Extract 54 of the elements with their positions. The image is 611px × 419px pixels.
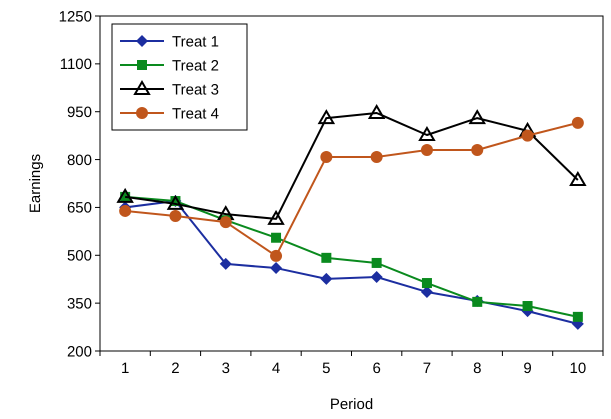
point (420, 144, 433, 156)
legend-label: Treat 2 (172, 57, 219, 74)
y-tick-label: 650 (66, 200, 92, 217)
legend-label: Treat 3 (172, 81, 219, 98)
point (117, 188, 134, 203)
point (469, 110, 486, 124)
point (320, 272, 332, 285)
point (370, 270, 383, 283)
point (167, 196, 184, 210)
y-tick-label: 800 (66, 152, 92, 169)
x-tick-label: 5 (322, 360, 331, 377)
x-tick-label: 3 (222, 360, 230, 377)
point (368, 104, 385, 119)
x-tick-label: 1 (120, 360, 130, 377)
point (220, 216, 232, 228)
point (572, 312, 583, 322)
x-tick-label: 2 (171, 360, 180, 377)
legend-label: Treat 4 (172, 105, 219, 122)
point (520, 122, 536, 137)
point (418, 127, 435, 142)
point (218, 206, 234, 220)
y-tick-label: 1100 (60, 56, 92, 74)
point (318, 110, 334, 124)
point (220, 258, 232, 270)
point (169, 210, 182, 222)
point (320, 151, 332, 164)
y-tick-label: 1250 (58, 8, 92, 26)
x-tick-label: 7 (422, 360, 432, 377)
point (270, 262, 282, 274)
point (270, 250, 282, 262)
point (422, 278, 432, 288)
y-tick-label: 350 (66, 295, 92, 312)
point (570, 172, 586, 186)
point (119, 204, 132, 217)
x-tick-label: 9 (523, 360, 532, 377)
point (370, 151, 383, 164)
point (268, 210, 284, 225)
point (372, 258, 382, 268)
point (471, 144, 484, 156)
point (271, 232, 282, 243)
x-tick-label: 4 (272, 360, 280, 377)
y-tick-label: 950 (66, 104, 92, 121)
x-tick-label: 6 (372, 360, 381, 377)
y-axis-title: Earnings (27, 154, 44, 214)
point (572, 116, 584, 129)
x-tick-label: 10 (570, 360, 586, 377)
y-tick-label: 200 (66, 343, 92, 360)
y-tick-label: 500 (66, 248, 92, 265)
point (522, 301, 533, 312)
x-axis-title: Period (330, 396, 374, 413)
legend-label: Treat 1 (172, 33, 219, 50)
point (321, 252, 332, 263)
x-tick-label: 8 (473, 360, 482, 377)
point (522, 130, 534, 142)
